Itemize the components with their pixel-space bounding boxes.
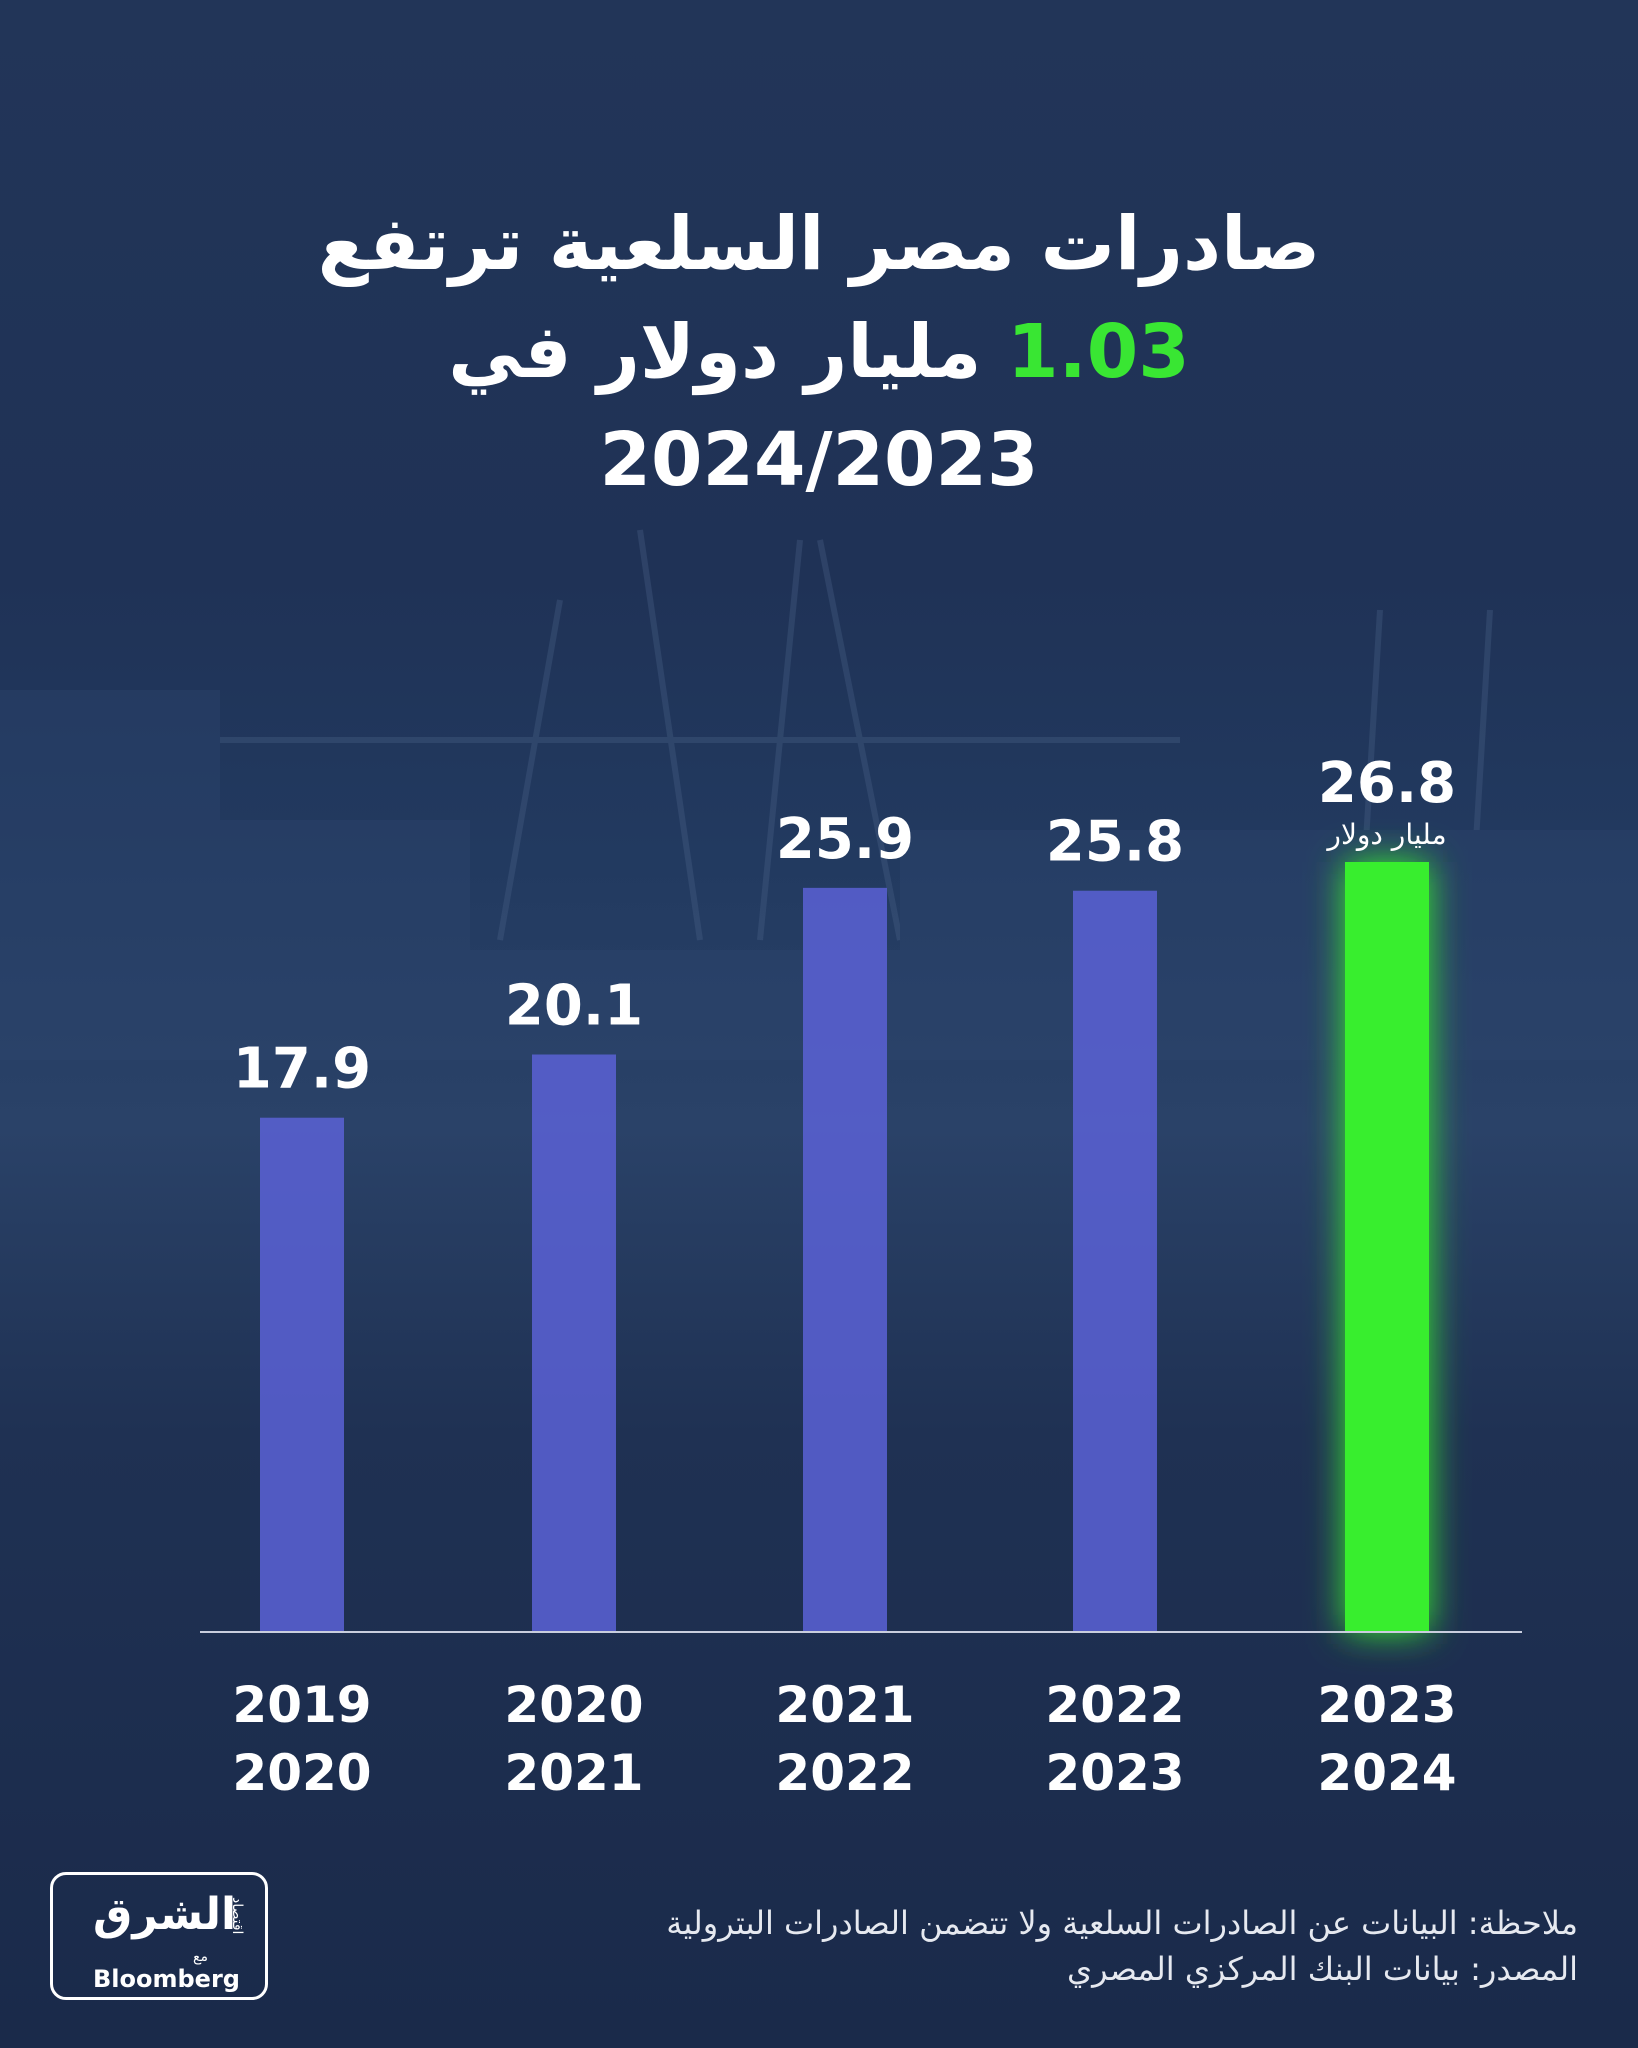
unit-label: مليار دولار	[1325, 818, 1446, 851]
title-line-2: 1.03 مليار دولار في	[0, 298, 1638, 406]
asharq-bloomberg-logo: الشرق اقتصاد مع Bloomberg	[50, 1872, 268, 2000]
bar-2020-2021	[532, 1054, 616, 1632]
category-label-2021-2022-line-1: 2021	[775, 1676, 914, 1734]
logo-with-text: مع	[193, 1949, 208, 1965]
logo-arabic-text: الشرق	[93, 1889, 237, 1940]
logo-sub-text: اقتصاد	[229, 1897, 245, 1935]
category-label-2023-2024-line-2: 2024	[1317, 1744, 1456, 1802]
bar-2022-2023	[1073, 890, 1157, 1632]
category-label-2020-2021-line-2: 2021	[504, 1744, 643, 1802]
value-label-2022-2023: 25.8	[1046, 810, 1184, 875]
bar-2019-2020	[260, 1117, 344, 1632]
footer-notes: ملاحظة: البيانات عن الصادرات السلعية ولا…	[378, 1900, 1578, 1992]
value-label-2019-2020: 17.9	[233, 1037, 371, 1102]
footer-source: المصدر: بيانات البنك المركزي المصري	[1067, 1950, 1578, 1988]
category-label-2020-2021-line-1: 2020	[504, 1676, 643, 1734]
value-label-2021-2022: 25.9	[776, 807, 914, 872]
chart-title: صادرات مصر السلعية ترتفع 1.03 مليار دولا…	[0, 190, 1638, 514]
category-label-2021-2022-line-2: 2022	[775, 1744, 914, 1802]
logo-brand-text: Bloomberg	[93, 1965, 240, 1993]
category-label-2022-2023-line-2: 2023	[1045, 1744, 1184, 1802]
title-line-2-text: مليار دولار في	[448, 309, 1008, 395]
title-line-3: 2024/2023	[599, 417, 1039, 503]
category-label-2019-2020-line-2: 2020	[232, 1744, 371, 1802]
value-label-2020-2021: 20.1	[505, 974, 643, 1039]
value-label-2023-2024: 26.8	[1318, 751, 1456, 816]
bar-2021-2022	[803, 887, 887, 1632]
bar-2023-2024	[1345, 862, 1429, 1632]
category-label-2023-2024-line-1: 2023	[1317, 1676, 1456, 1734]
category-label-2019-2020-line-1: 2019	[232, 1676, 371, 1734]
title-highlight-value: 1.03	[1007, 309, 1190, 395]
category-label-2022-2023-line-1: 2022	[1045, 1676, 1184, 1734]
footer-note: ملاحظة: البيانات عن الصادرات السلعية ولا…	[666, 1904, 1578, 1942]
title-line-1: صادرات مصر السلعية ترتفع	[317, 201, 1321, 287]
